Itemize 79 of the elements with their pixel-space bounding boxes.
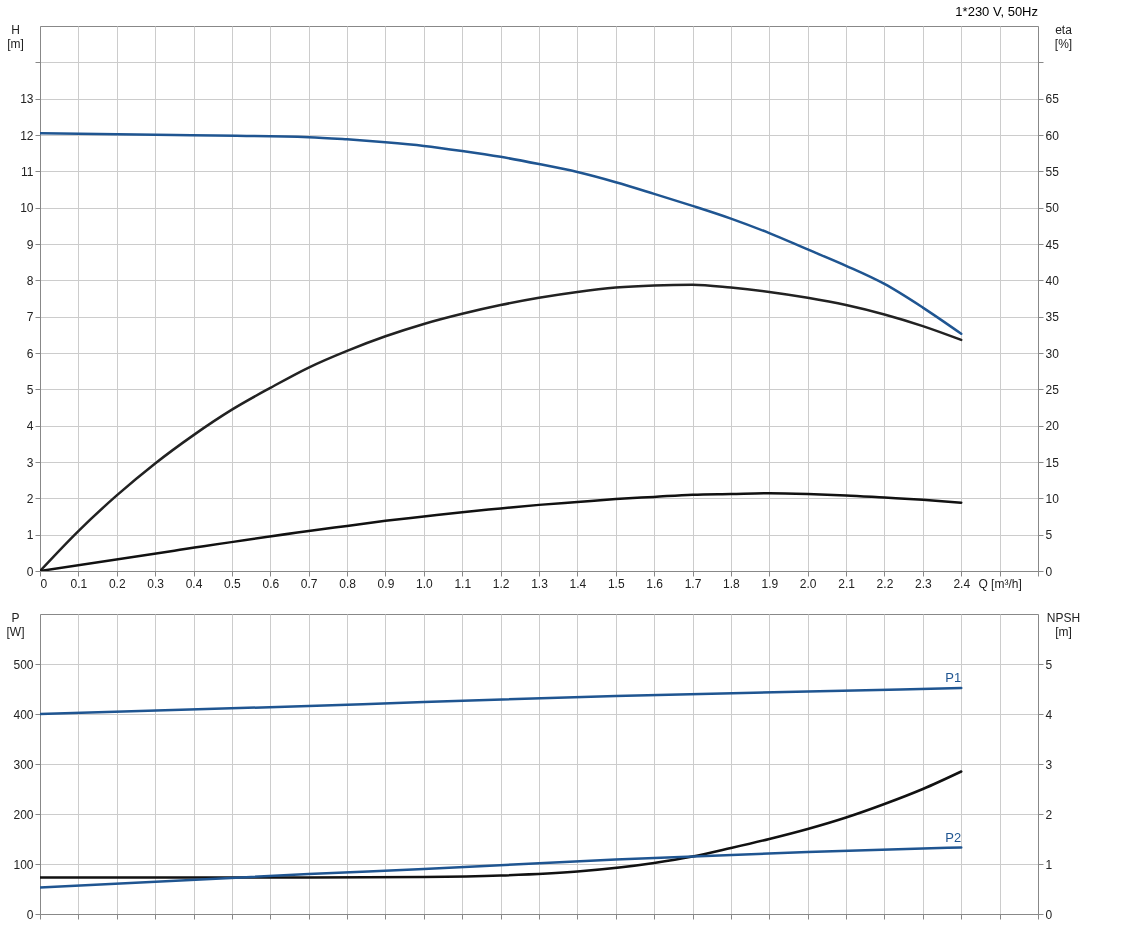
y-tick-label: 0 (26, 907, 34, 922)
y2-axis-title: eta [%] (1054, 22, 1073, 51)
y-tick-label: 200 (13, 807, 34, 822)
x-tick-label: 2.4 (953, 576, 971, 591)
y-tick-label: 0 (26, 564, 34, 579)
y-tick-label: 4 (26, 419, 34, 434)
y-tick-label: 1 (26, 528, 34, 543)
x-tick-label: 1.8 (723, 576, 741, 591)
x-tick-label: 1.1 (454, 576, 472, 591)
x-tick-label: 1.2 (492, 576, 510, 591)
y-tick-label: 12 (20, 128, 34, 143)
line-series (40, 283, 963, 571)
y2-tick-label: 30 (1045, 346, 1060, 361)
y-axis-title: P [W] (6, 610, 25, 639)
y2-tick-label: 40 (1045, 273, 1060, 288)
y-tick-label: 500 (13, 657, 34, 672)
x-tick-label: 0.7 (300, 576, 318, 591)
line-series (40, 686, 963, 716)
y2-tick-label: 50 (1045, 201, 1060, 216)
y2-tick-label: 5 (1045, 657, 1053, 672)
y2-tick-label: 55 (1045, 164, 1060, 179)
y-tick-label: 8 (26, 273, 34, 288)
y2-tick-label: 5 (1045, 528, 1053, 543)
x-tick-label: 1.0 (416, 576, 434, 591)
y-tick-label: 9 (26, 237, 34, 252)
x-tick-label: 0.6 (262, 576, 280, 591)
x-tick-label: 1.5 (607, 576, 625, 591)
x-tick-label: 2.1 (838, 576, 856, 591)
line-series (40, 131, 963, 335)
y2-tick-label: 0 (1045, 564, 1053, 579)
y2-tick-label: 25 (1045, 382, 1060, 397)
y-tick-label: 7 (26, 310, 34, 325)
y2-tick-label: 1 (1045, 857, 1053, 872)
x-tick-label: 1.6 (646, 576, 664, 591)
line-series (40, 770, 963, 879)
x-tick-label: 0.8 (339, 576, 357, 591)
y2-tick-label: 3 (1045, 757, 1053, 772)
y2-tick-label: 20 (1045, 419, 1060, 434)
y-tick-label: 3 (26, 455, 34, 470)
y-axis-title: H [m] (7, 22, 24, 51)
y2-tick-label: 2 (1045, 807, 1053, 822)
x-tick-label: 0.5 (224, 576, 242, 591)
y-tick-label: 400 (13, 707, 34, 722)
x-tick-label: 2.3 (915, 576, 933, 591)
x-tick-label: 2.0 (799, 576, 817, 591)
y2-tick-label: 45 (1045, 237, 1060, 252)
y-tick-label: 11 (21, 164, 34, 179)
y-tick-label: 5 (26, 382, 34, 397)
chart-title: 1*230 V, 50Hz (955, 4, 1038, 19)
y-tick-label: 100 (13, 857, 34, 872)
y-tick-label: 10 (20, 201, 34, 216)
x-tick-label: 1.3 (531, 576, 549, 591)
y2-tick-label: 0 (1045, 907, 1053, 922)
x-tick-label: 0 (40, 576, 48, 591)
x-tick-label: 0.3 (147, 576, 165, 591)
x-tick-label: 1.7 (684, 576, 702, 591)
y2-tick-label: 35 (1045, 310, 1060, 325)
x-axis-title: Q [m³/h] (978, 576, 1022, 591)
x-tick-label: 0.9 (377, 576, 395, 591)
y2-tick-label: 10 (1045, 491, 1060, 506)
line-series (40, 846, 963, 889)
x-tick-label: 1.4 (569, 576, 587, 591)
x-tick-label: 0.4 (185, 576, 203, 591)
x-tick-label: 1.9 (761, 576, 779, 591)
y-tick-label: 6 (26, 346, 34, 361)
x-tick-label: 0.2 (108, 576, 126, 591)
y2-tick-label: 65 (1045, 92, 1060, 107)
series-label: P2 (945, 829, 962, 845)
y-tick-label: 300 (13, 757, 34, 772)
y2-tick-label: 60 (1045, 128, 1060, 143)
series-label: P1 (945, 670, 962, 685)
y2-axis-title: NPSH [m] (1046, 610, 1081, 639)
x-tick-label: 2.2 (876, 576, 894, 591)
y-tick-label: 13 (20, 92, 34, 107)
x-tick-label: 0.1 (70, 576, 88, 591)
y2-tick-label: 15 (1045, 455, 1060, 470)
y2-tick-label: 4 (1045, 707, 1053, 722)
line-series (40, 492, 963, 571)
y-tick-label: 2 (26, 491, 34, 506)
